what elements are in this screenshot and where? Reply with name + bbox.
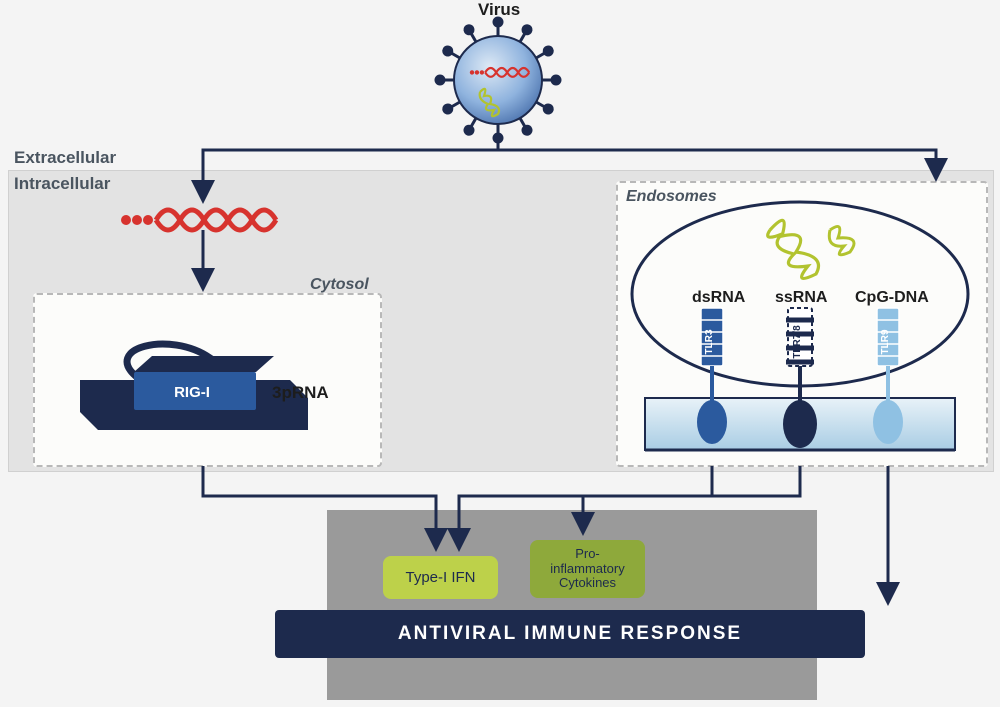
endosome-contents: dsRNA ssRNA CpG-DNA TLR3 <box>632 202 968 450</box>
intracellular-label: Intracellular <box>14 174 110 194</box>
cpgDNA-label: CpG-DNA <box>855 289 929 306</box>
proInfl-pill: Pro- inflammatory Cytokines <box>530 540 645 598</box>
diagram-svg: RIG-I 3pRNA dsRNA ssRNA CpG-DNA <box>0 0 1000 707</box>
rigI-label: RIG-I <box>174 384 210 401</box>
virus-title: Virus <box>478 0 520 20</box>
endosomes-label: Endosomes <box>626 188 717 206</box>
ssRNA-label: ssRNA <box>775 289 828 306</box>
antiviral-banner: ANTIVIRAL IMMUNE RESPONSE <box>275 610 865 658</box>
diagram-canvas: RIG-I 3pRNA dsRNA ssRNA CpG-DNA <box>0 0 1000 707</box>
proInfl-text: Pro- inflammatory Cytokines <box>550 547 624 592</box>
tlr9-label: TLR9 <box>880 329 891 354</box>
rna-cytosol-icon <box>121 210 276 230</box>
virus-icon <box>436 18 560 142</box>
tlr78-label: TLR7/8 <box>792 325 803 359</box>
extracellular-label: Extracellular <box>14 148 116 168</box>
typeI-text: Type-I IFN <box>405 569 475 586</box>
rna3p-label: 3pRNA <box>272 383 329 402</box>
typeI-pill: Type-I IFN <box>383 556 498 599</box>
banner-text: ANTIVIRAL IMMUNE RESPONSE <box>398 623 742 645</box>
tlr3-label: TLR3 <box>704 329 715 354</box>
dsRNA-label: dsRNA <box>692 289 746 306</box>
cytosol-label: Cytosol <box>310 276 369 294</box>
